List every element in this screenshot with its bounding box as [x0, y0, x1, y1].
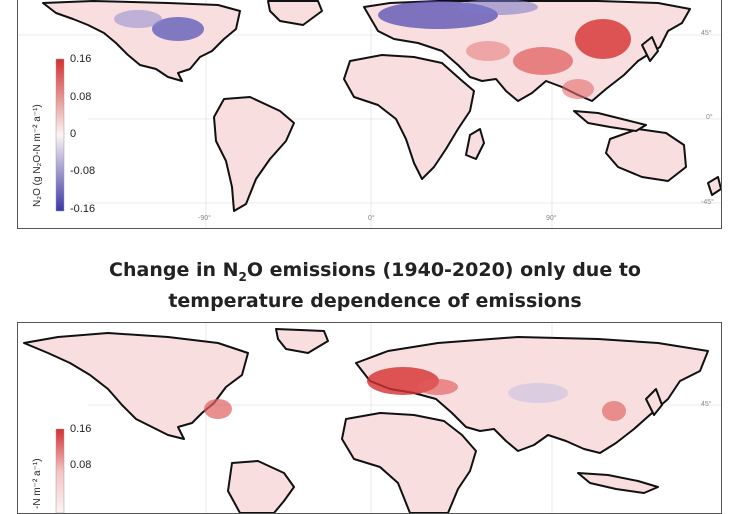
- world-map-bottom: [18, 323, 721, 513]
- lat-tick: 45°: [701, 401, 712, 408]
- hotspot-positive-eastern-europe: [418, 379, 458, 395]
- new-zealand: [707, 176, 721, 196]
- north-america: [23, 332, 249, 440]
- colorbar-legend-top: 0.16 0.08 0 -0.08 -0.16 N₂O (g N₂O-N m⁻²…: [18, 51, 95, 221]
- colorbar-tick: 0.08: [70, 459, 92, 471]
- colorbar-tick: -0.16: [70, 203, 96, 215]
- indonesia: [577, 472, 659, 494]
- figure-title-line-2: temperature dependence of emissions: [168, 290, 582, 312]
- world-map-top: [18, 0, 721, 228]
- south-america: [227, 460, 295, 513]
- colorbar-tick: 0: [70, 128, 77, 140]
- hotspot-positive-middle-east: [466, 41, 510, 61]
- lat-tick: -45°: [701, 199, 714, 206]
- colorbar-tick: 0.08: [70, 91, 92, 103]
- lat-tick: 0°: [706, 114, 713, 121]
- hotspots-top: [114, 0, 631, 99]
- hotspot-positive-east-us: [204, 399, 232, 419]
- australia: [605, 128, 687, 182]
- colorbar-tick: -0.08: [70, 165, 96, 177]
- map-panel-bottom: 0.16 0.08 -N m⁻² a⁻¹) 45°: [17, 322, 722, 514]
- lon-tick: -90°: [198, 215, 211, 222]
- japan: [645, 388, 663, 416]
- indonesia: [573, 110, 647, 132]
- africa: [343, 54, 475, 180]
- lon-tick: 0°: [368, 215, 375, 222]
- greenland: [267, 0, 323, 26]
- colorbar-tick: 0.16: [70, 53, 92, 65]
- greenland: [275, 328, 329, 354]
- figure-title-line-1: Change in N2O emissions (1940-2020) only…: [109, 259, 641, 284]
- colorbar-title: N₂O (g N₂O-N m⁻² a⁻¹): [32, 104, 43, 207]
- colorbar-tick: 0.16: [70, 423, 92, 435]
- map-panel-top: 0.16 0.08 0 -0.08 -0.16 N₂O (g N₂O-N m⁻²…: [17, 0, 722, 229]
- hotspot-positive-east-asia: [575, 19, 631, 59]
- hotspot-positive-se-asia: [562, 79, 594, 99]
- hotspot-negative-central-na: [114, 10, 162, 28]
- colorbar-top: [55, 58, 65, 212]
- colorbar-legend-bottom: 0.16 0.08 -N m⁻² a⁻¹): [18, 399, 92, 513]
- hotspot-slight-central-asia: [508, 383, 568, 403]
- hotspot-negative-russia: [458, 0, 538, 15]
- madagascar: [465, 128, 485, 160]
- hotspot-negative-east-na: [152, 17, 204, 41]
- landmasses: [23, 328, 709, 513]
- south-america: [213, 96, 295, 212]
- lon-tick: 90°: [546, 215, 557, 222]
- hotspot-positive-east-china: [602, 401, 626, 421]
- colorbar-bottom: [55, 428, 65, 513]
- eurasia: [355, 336, 709, 454]
- hotspot-positive-south-asia: [513, 47, 573, 75]
- hotspots-bottom: [204, 367, 626, 421]
- japan: [641, 36, 659, 62]
- lat-tick: 45°: [701, 30, 712, 37]
- colorbar-title: -N m⁻² a⁻¹): [32, 458, 43, 509]
- africa: [341, 412, 477, 513]
